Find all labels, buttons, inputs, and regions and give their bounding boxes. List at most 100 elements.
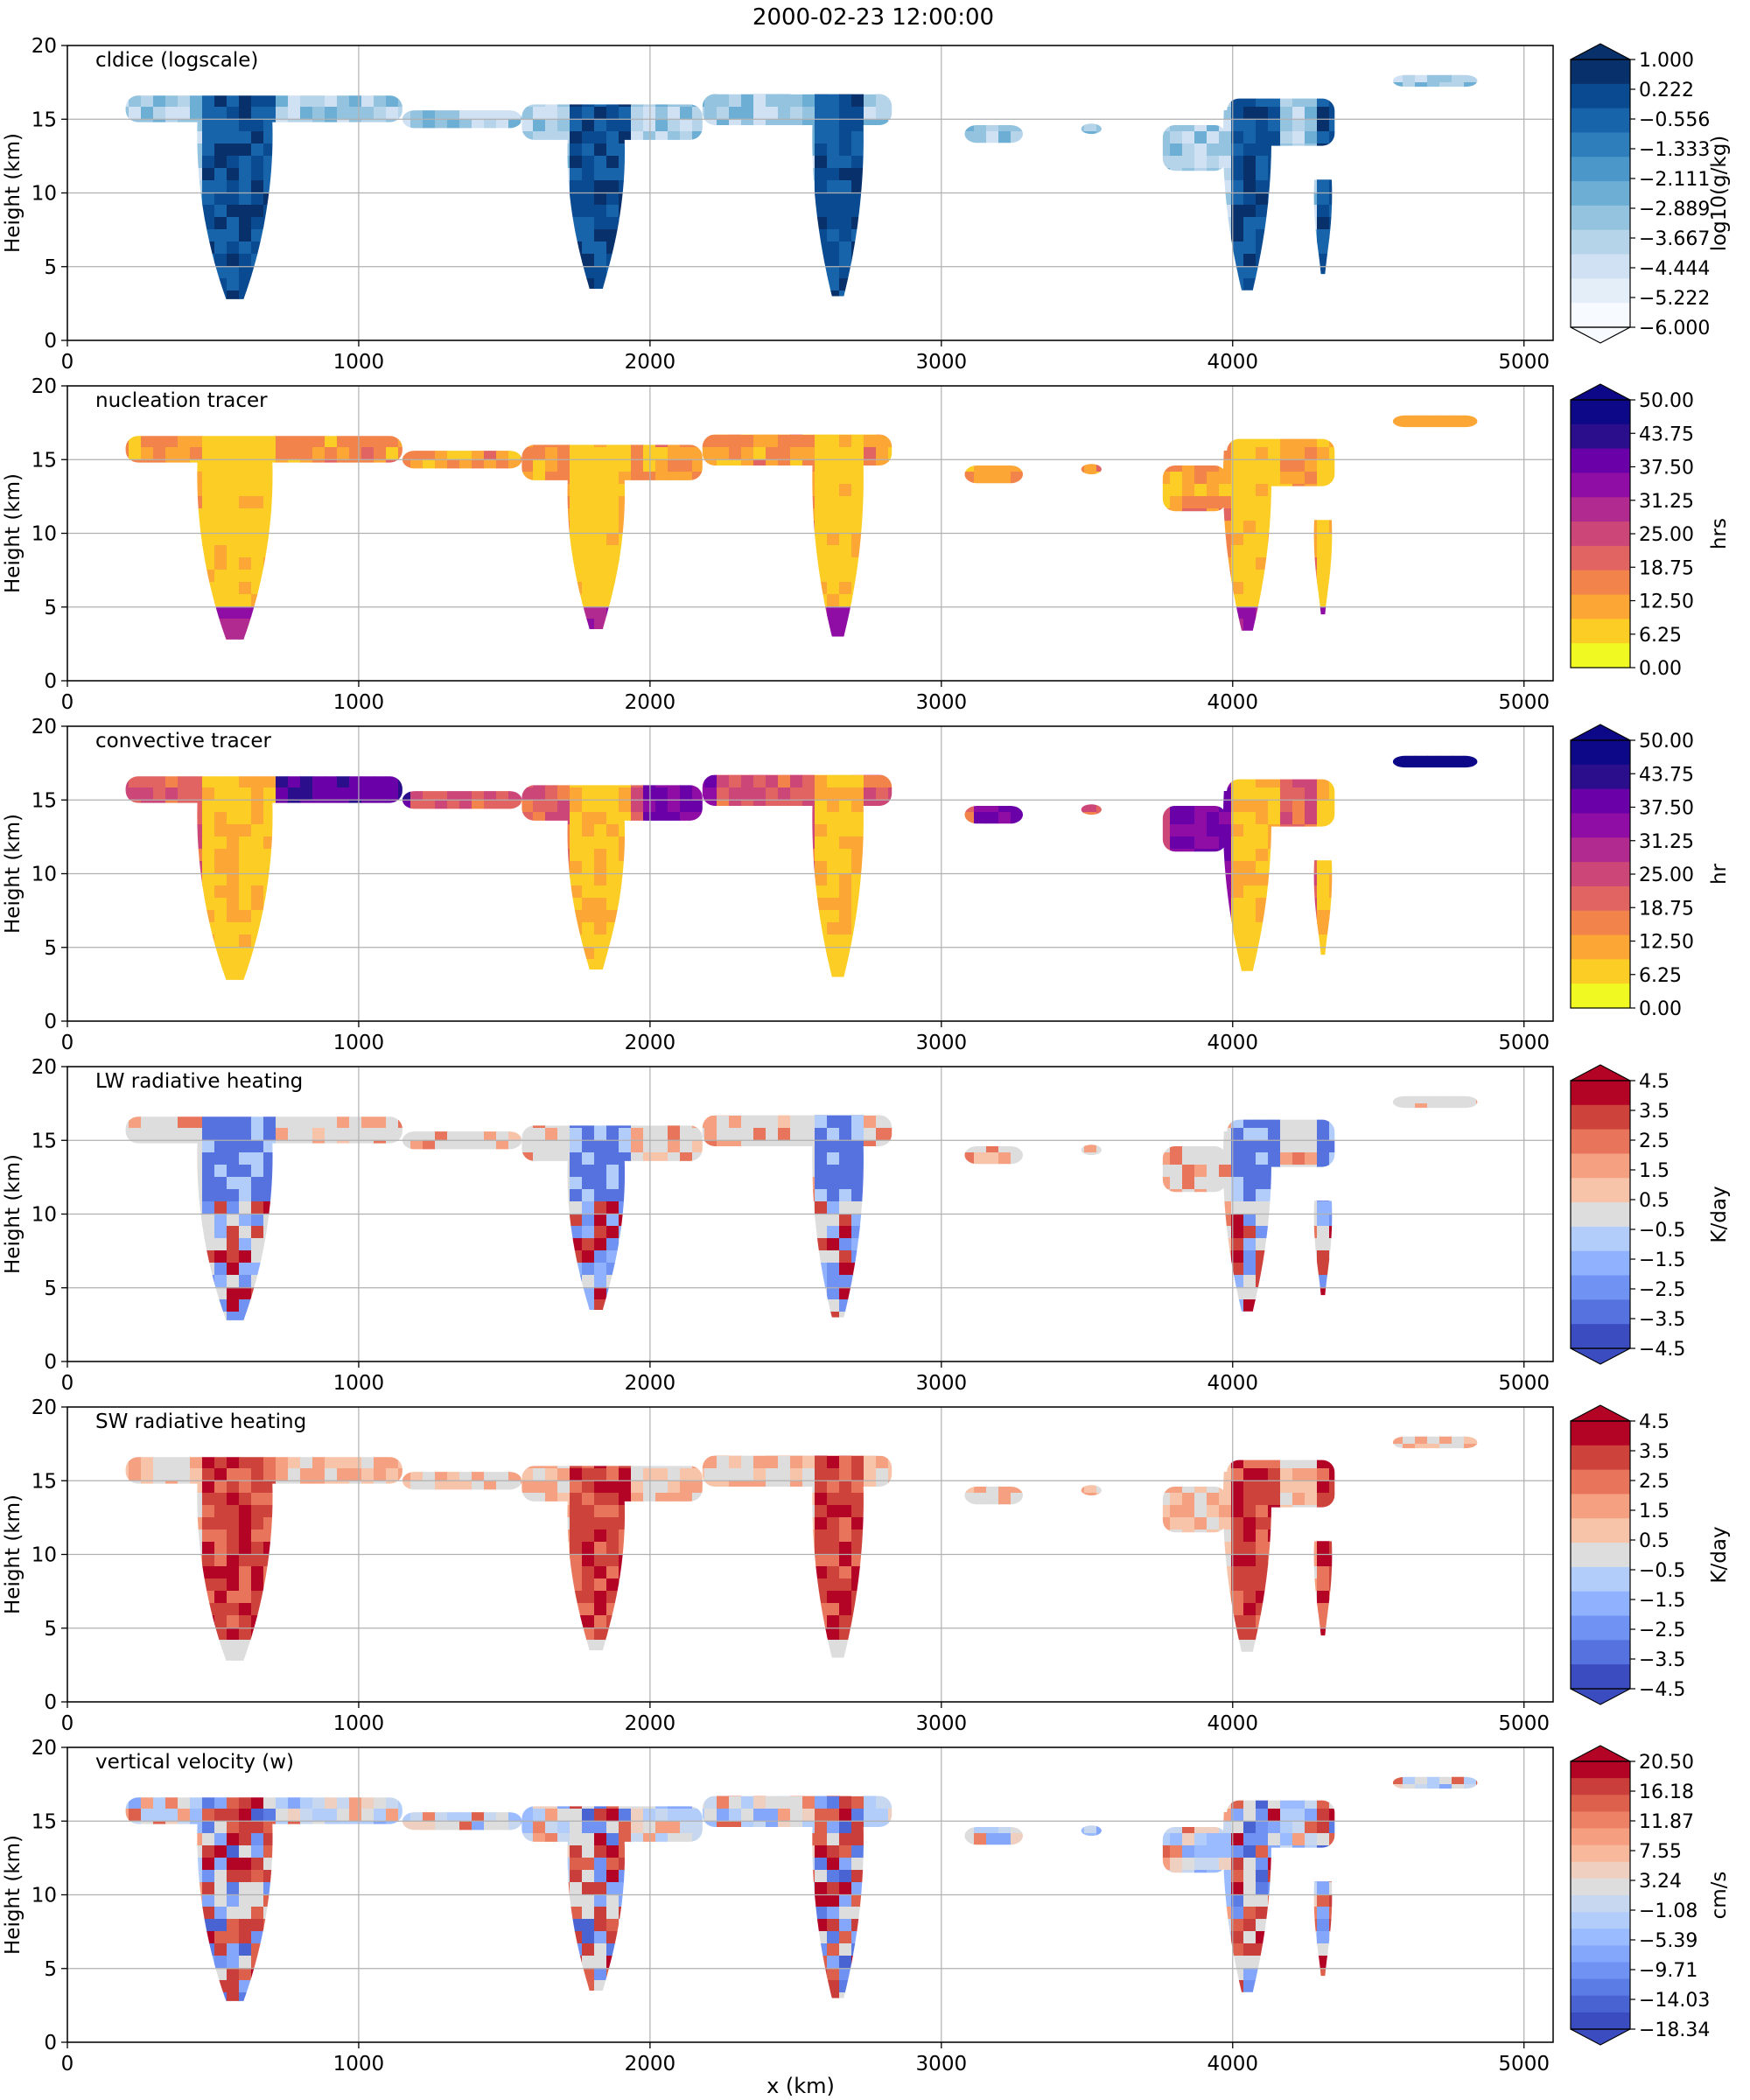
field-cell bbox=[1317, 315, 1330, 328]
field-cell bbox=[582, 340, 595, 353]
field-cell bbox=[839, 58, 852, 71]
field-cell bbox=[263, 119, 276, 132]
field-cell bbox=[125, 606, 130, 620]
field-cell bbox=[312, 606, 326, 620]
field-cell bbox=[1060, 131, 1073, 144]
field-cell bbox=[557, 655, 570, 668]
field-cell bbox=[545, 266, 558, 279]
field-cell bbox=[410, 229, 424, 242]
field-cell bbox=[141, 643, 154, 656]
field-cell bbox=[484, 459, 497, 472]
field-cell bbox=[778, 131, 791, 144]
field-cell bbox=[888, 680, 901, 693]
field-cell bbox=[1317, 74, 1330, 83]
field-cell bbox=[251, 459, 264, 472]
field-cell bbox=[876, 570, 889, 583]
field-cell bbox=[1084, 229, 1097, 242]
field-cell bbox=[582, 180, 595, 193]
field-cell bbox=[888, 582, 901, 595]
field-cell bbox=[1072, 327, 1085, 340]
field-cell bbox=[851, 192, 864, 206]
field-cell bbox=[582, 484, 595, 497]
field-cell bbox=[1096, 94, 1110, 108]
field-cell bbox=[570, 180, 583, 193]
field-cell bbox=[276, 415, 289, 424]
field-cell bbox=[484, 131, 497, 144]
field-cell bbox=[263, 533, 276, 546]
field-cell bbox=[778, 415, 791, 424]
field-cell bbox=[288, 266, 301, 279]
field-cell bbox=[1341, 107, 1354, 120]
field-cell bbox=[692, 643, 705, 656]
field-cell bbox=[508, 459, 522, 472]
field-cell bbox=[227, 606, 240, 620]
field-cell bbox=[1219, 266, 1232, 279]
field-cell bbox=[1390, 107, 1404, 120]
field-cell bbox=[888, 472, 901, 485]
field-cell bbox=[827, 229, 840, 242]
field-cell bbox=[214, 557, 228, 570]
field-cell bbox=[263, 107, 276, 120]
field-cell bbox=[913, 655, 926, 668]
field-cell bbox=[80, 144, 93, 157]
field-cell bbox=[925, 303, 938, 316]
field-cell bbox=[986, 290, 999, 299]
field-cell bbox=[949, 180, 962, 193]
field-cell bbox=[1158, 254, 1171, 267]
field-cell bbox=[129, 144, 142, 157]
field-cell bbox=[1280, 192, 1293, 206]
figure-title: 2000-02-23 12:00:00 bbox=[752, 4, 994, 31]
field-cell bbox=[508, 643, 522, 656]
field-cell bbox=[582, 435, 595, 448]
field-cell bbox=[827, 484, 840, 497]
field-cell bbox=[1537, 242, 1550, 255]
field-cell bbox=[104, 254, 117, 267]
field-cell bbox=[263, 242, 276, 255]
field-cell bbox=[312, 278, 326, 291]
field-cell bbox=[423, 643, 436, 656]
field-cell bbox=[729, 82, 742, 95]
field-cell bbox=[337, 315, 350, 328]
field-cell bbox=[680, 156, 693, 169]
field-cell bbox=[1317, 205, 1330, 218]
field-cell bbox=[913, 643, 926, 656]
field-cell bbox=[1280, 266, 1293, 279]
field-cell bbox=[557, 594, 570, 607]
field-cell bbox=[753, 266, 766, 279]
field-cell bbox=[631, 594, 644, 607]
field-cell bbox=[692, 496, 705, 509]
field-cell bbox=[1464, 168, 1477, 181]
field-cell bbox=[1060, 290, 1073, 299]
field-cell bbox=[337, 242, 350, 255]
field-cell bbox=[288, 582, 301, 595]
field-cell bbox=[1366, 242, 1379, 255]
field-cell bbox=[606, 168, 620, 181]
field-cell bbox=[472, 144, 485, 157]
field-cell bbox=[643, 229, 656, 242]
field-cell bbox=[435, 521, 448, 534]
field-cell bbox=[631, 205, 644, 218]
field-cell bbox=[165, 144, 178, 157]
field-cell bbox=[1378, 242, 1391, 255]
field-cell bbox=[766, 144, 779, 157]
field-cell bbox=[447, 315, 460, 328]
field-cell bbox=[900, 447, 914, 460]
field-cell bbox=[1488, 82, 1502, 95]
field-cell bbox=[447, 217, 460, 230]
field-cell bbox=[125, 582, 130, 595]
field-cell bbox=[349, 229, 362, 242]
field-cell bbox=[937, 144, 950, 157]
field-cell bbox=[288, 643, 301, 656]
field-cell bbox=[1096, 315, 1110, 328]
field-cell bbox=[508, 107, 522, 120]
field-cell bbox=[802, 266, 816, 279]
field-cell bbox=[1170, 315, 1183, 328]
field-cell bbox=[668, 447, 681, 460]
field-cell bbox=[557, 217, 570, 230]
field-cell bbox=[1354, 107, 1367, 120]
field-cell bbox=[325, 229, 338, 242]
field-cell bbox=[227, 229, 240, 242]
field-cell bbox=[692, 192, 705, 206]
field-cell bbox=[557, 107, 570, 120]
field-cell bbox=[606, 58, 620, 71]
